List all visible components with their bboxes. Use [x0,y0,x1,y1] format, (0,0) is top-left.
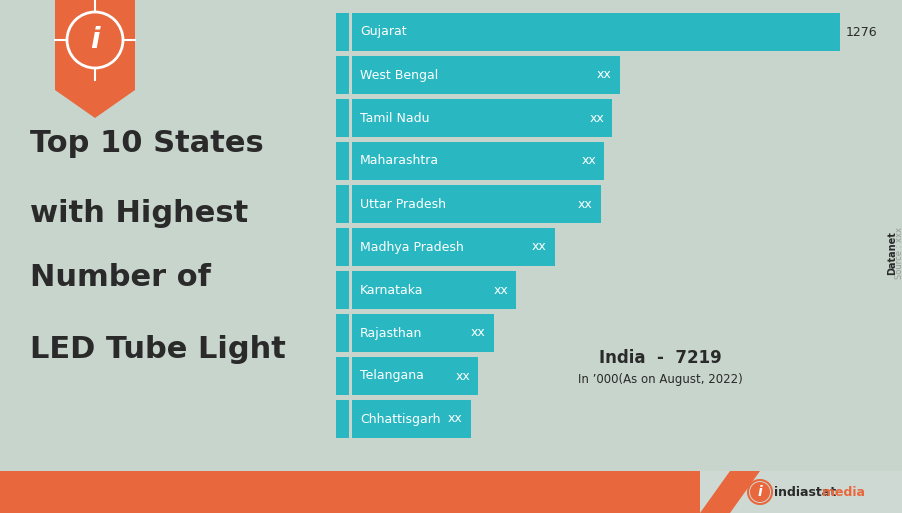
Bar [336,142,349,180]
Bar [336,56,349,94]
Bar [352,185,601,223]
Text: LED Tube Light: LED Tube Light [30,336,286,365]
Text: Maharashtra: Maharashtra [360,154,439,168]
Text: Chhattisgarh: Chhattisgarh [360,412,440,425]
Bar [352,357,478,395]
Text: Karnataka: Karnataka [360,284,424,297]
Text: Gujarat: Gujarat [360,26,407,38]
Bar [700,471,902,513]
Text: Telangana: Telangana [360,369,424,383]
Bar [352,400,471,438]
Text: i: i [90,26,100,54]
Text: indiastat: indiastat [774,485,836,499]
Text: xx: xx [532,241,547,253]
Polygon shape [700,471,760,513]
Bar [336,357,349,395]
Text: West Bengal: West Bengal [360,69,438,82]
Text: xx: xx [493,284,509,297]
Bar [352,271,517,309]
Text: xx: xx [471,326,485,340]
Bar [336,13,349,51]
Bar [352,56,620,94]
Polygon shape [55,90,135,118]
Bar [336,228,349,266]
Text: Rajasthan: Rajasthan [360,326,422,340]
Bar [0,471,720,513]
Bar [352,314,493,352]
Bar [55,0,135,90]
Bar [352,13,840,51]
Bar [336,99,349,137]
Text: 1276: 1276 [846,26,878,38]
Bar [352,228,555,266]
Bar [336,400,349,438]
Text: India  -  7219: India - 7219 [599,349,722,367]
Text: xx: xx [597,69,612,82]
Text: Tamil Nadu: Tamil Nadu [360,111,429,125]
Text: In ’000(As on August, 2022): In ’000(As on August, 2022) [577,373,742,386]
Text: Source : xxx: Source : xxx [895,227,902,279]
Text: Number of: Number of [30,264,211,292]
Circle shape [750,482,770,502]
Text: xx: xx [456,369,470,383]
Text: Uttar Pradesh: Uttar Pradesh [360,198,446,210]
Text: with Highest: with Highest [30,199,248,227]
Text: xx: xx [589,111,604,125]
Bar [336,271,349,309]
Text: i: i [758,485,762,499]
Text: Top 10 States: Top 10 States [30,128,263,157]
Text: xx: xx [578,198,593,210]
Text: xx: xx [447,412,463,425]
Bar [352,142,604,180]
Text: Datanet: Datanet [887,231,897,275]
Bar [336,185,349,223]
Text: Madhya Pradesh: Madhya Pradesh [360,241,464,253]
Bar [352,99,612,137]
Bar [336,314,349,352]
Text: xx: xx [582,154,596,168]
Text: media: media [822,485,865,499]
